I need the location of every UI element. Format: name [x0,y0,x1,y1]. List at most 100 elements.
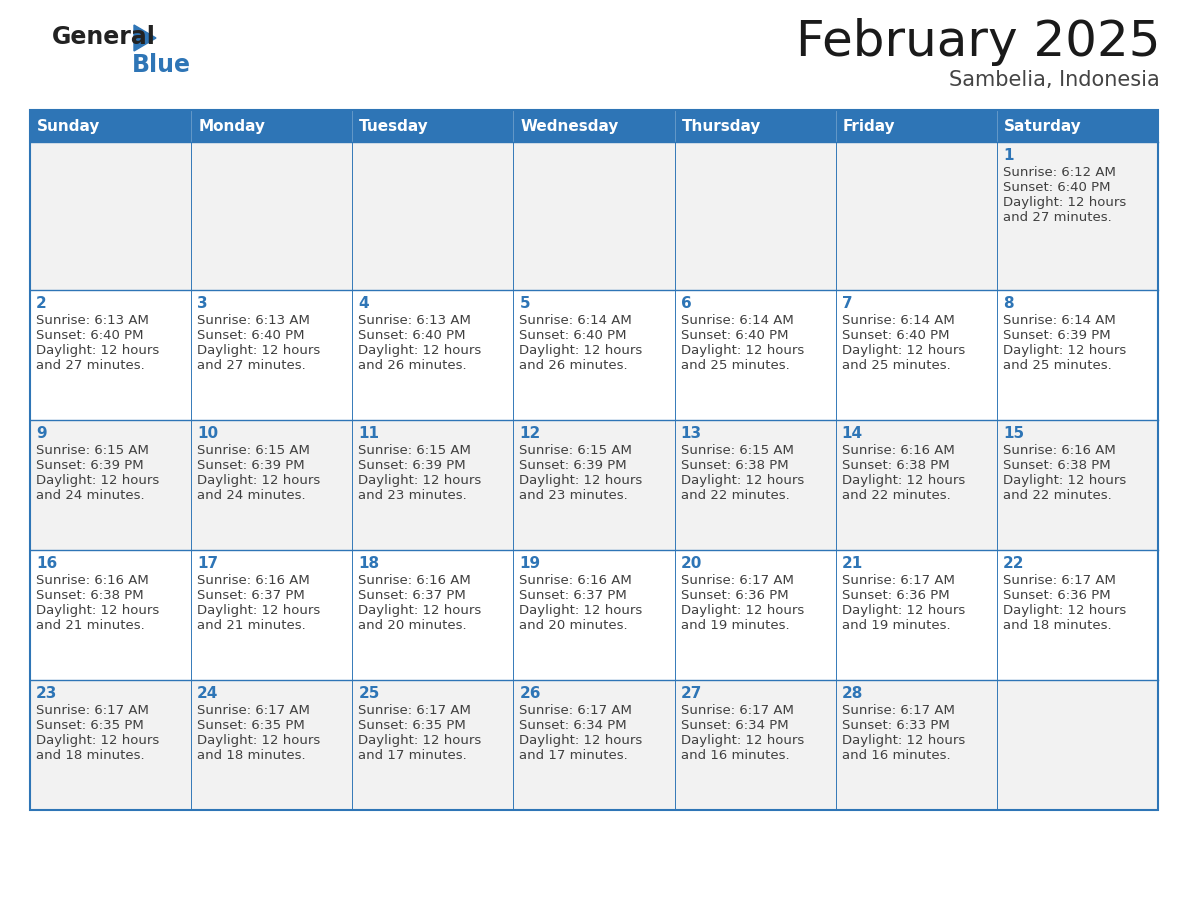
Text: Daylight: 12 hours: Daylight: 12 hours [842,344,965,357]
Text: Daylight: 12 hours: Daylight: 12 hours [197,734,321,747]
Text: Sunset: 6:39 PM: Sunset: 6:39 PM [197,459,305,472]
Bar [191,420,353,550]
Text: Sunset: 6:37 PM: Sunset: 6:37 PM [519,589,627,602]
Text: Sunset: 6:38 PM: Sunset: 6:38 PM [36,589,144,602]
Polygon shape [134,25,156,51]
Text: Sunset: 6:39 PM: Sunset: 6:39 PM [359,459,466,472]
Bar [513,142,675,290]
Bar [30,550,191,680]
Bar [675,290,835,420]
Bar [835,142,997,290]
Text: and 18 minutes.: and 18 minutes. [1003,619,1112,632]
Text: 21: 21 [842,556,862,571]
Text: 19: 19 [519,556,541,571]
Text: Sunset: 6:38 PM: Sunset: 6:38 PM [1003,459,1111,472]
Text: and 25 minutes.: and 25 minutes. [1003,359,1112,372]
Text: Daylight: 12 hours: Daylight: 12 hours [1003,344,1126,357]
Text: Sunrise: 6:12 AM: Sunrise: 6:12 AM [1003,166,1116,179]
Text: Daylight: 12 hours: Daylight: 12 hours [36,734,159,747]
Text: Saturday: Saturday [1004,119,1081,135]
Text: Sunrise: 6:15 AM: Sunrise: 6:15 AM [197,444,310,457]
Text: Monday: Monday [198,119,265,135]
Text: Sunset: 6:34 PM: Sunset: 6:34 PM [681,719,788,732]
Text: and 22 minutes.: and 22 minutes. [1003,489,1112,502]
Text: Sunrise: 6:15 AM: Sunrise: 6:15 AM [36,444,148,457]
Text: Wednesday: Wednesday [520,119,619,135]
Text: 11: 11 [359,426,379,441]
Text: Daylight: 12 hours: Daylight: 12 hours [36,344,159,357]
Text: 7: 7 [842,296,852,311]
Text: Sunset: 6:37 PM: Sunset: 6:37 PM [197,589,305,602]
Bar [835,680,997,810]
Text: 3: 3 [197,296,208,311]
Text: Sunrise: 6:14 AM: Sunrise: 6:14 AM [842,314,954,327]
Bar [30,680,191,810]
Bar [513,680,675,810]
Text: Daylight: 12 hours: Daylight: 12 hours [1003,196,1126,209]
Text: Daylight: 12 hours: Daylight: 12 hours [36,474,159,487]
Text: 25: 25 [359,686,380,701]
Text: 9: 9 [36,426,46,441]
Text: Daylight: 12 hours: Daylight: 12 hours [519,344,643,357]
Text: and 20 minutes.: and 20 minutes. [519,619,628,632]
Text: Sunrise: 6:16 AM: Sunrise: 6:16 AM [197,574,310,587]
Text: Sunset: 6:40 PM: Sunset: 6:40 PM [1003,181,1111,194]
Text: 17: 17 [197,556,219,571]
Text: and 23 minutes.: and 23 minutes. [519,489,628,502]
Text: Sunset: 6:33 PM: Sunset: 6:33 PM [842,719,949,732]
Text: Sunset: 6:35 PM: Sunset: 6:35 PM [197,719,305,732]
Text: Sunrise: 6:17 AM: Sunrise: 6:17 AM [842,574,955,587]
Text: Sunrise: 6:15 AM: Sunrise: 6:15 AM [519,444,632,457]
Text: Thursday: Thursday [682,119,762,135]
Bar [30,420,191,550]
Bar [835,110,997,142]
Text: Sunrise: 6:13 AM: Sunrise: 6:13 AM [36,314,148,327]
Text: Sunset: 6:34 PM: Sunset: 6:34 PM [519,719,627,732]
Text: Sunset: 6:40 PM: Sunset: 6:40 PM [36,329,144,342]
Bar [997,290,1158,420]
Text: and 23 minutes.: and 23 minutes. [359,489,467,502]
Text: Daylight: 12 hours: Daylight: 12 hours [681,344,804,357]
Text: and 17 minutes.: and 17 minutes. [359,749,467,762]
Text: Sunset: 6:39 PM: Sunset: 6:39 PM [1003,329,1111,342]
Text: Sunrise: 6:17 AM: Sunrise: 6:17 AM [36,704,148,717]
Text: Sunset: 6:39 PM: Sunset: 6:39 PM [519,459,627,472]
Text: and 24 minutes.: and 24 minutes. [36,489,145,502]
Text: 18: 18 [359,556,379,571]
Text: Daylight: 12 hours: Daylight: 12 hours [1003,474,1126,487]
Text: Daylight: 12 hours: Daylight: 12 hours [842,474,965,487]
Bar [997,550,1158,680]
Text: Sunset: 6:36 PM: Sunset: 6:36 PM [842,589,949,602]
Text: Sunset: 6:36 PM: Sunset: 6:36 PM [681,589,788,602]
Bar [353,110,513,142]
Text: 1: 1 [1003,148,1013,163]
Text: Sunset: 6:40 PM: Sunset: 6:40 PM [681,329,788,342]
Text: and 17 minutes.: and 17 minutes. [519,749,628,762]
Text: Daylight: 12 hours: Daylight: 12 hours [681,604,804,617]
Text: 13: 13 [681,426,702,441]
Text: Sunrise: 6:14 AM: Sunrise: 6:14 AM [519,314,632,327]
Bar [353,550,513,680]
Text: Sunrise: 6:16 AM: Sunrise: 6:16 AM [842,444,954,457]
Bar [191,680,353,810]
Text: 16: 16 [36,556,57,571]
Text: Blue: Blue [132,53,191,77]
Text: Daylight: 12 hours: Daylight: 12 hours [197,604,321,617]
Text: 6: 6 [681,296,691,311]
Text: Daylight: 12 hours: Daylight: 12 hours [519,604,643,617]
Text: Daylight: 12 hours: Daylight: 12 hours [359,734,481,747]
Bar [675,680,835,810]
Bar [997,680,1158,810]
Text: Sunrise: 6:14 AM: Sunrise: 6:14 AM [1003,314,1116,327]
Text: and 16 minutes.: and 16 minutes. [681,749,789,762]
Text: 23: 23 [36,686,57,701]
Text: 15: 15 [1003,426,1024,441]
Bar [30,110,1158,810]
Bar [513,290,675,420]
Text: Sunrise: 6:17 AM: Sunrise: 6:17 AM [681,704,794,717]
Text: 8: 8 [1003,296,1013,311]
Text: 4: 4 [359,296,369,311]
Text: Daylight: 12 hours: Daylight: 12 hours [519,474,643,487]
Text: and 26 minutes.: and 26 minutes. [519,359,628,372]
Text: 24: 24 [197,686,219,701]
